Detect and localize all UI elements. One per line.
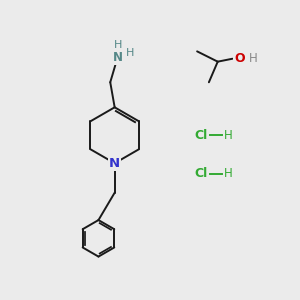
Text: H: H [126, 48, 134, 58]
Text: N: N [112, 51, 123, 64]
Text: N: N [109, 157, 120, 170]
Text: H: H [224, 167, 232, 180]
Text: H: H [224, 129, 232, 142]
Text: H: H [249, 52, 257, 65]
Text: H: H [113, 40, 122, 50]
Text: Cl: Cl [194, 167, 207, 180]
Text: Cl: Cl [194, 129, 207, 142]
Text: O: O [234, 52, 244, 65]
